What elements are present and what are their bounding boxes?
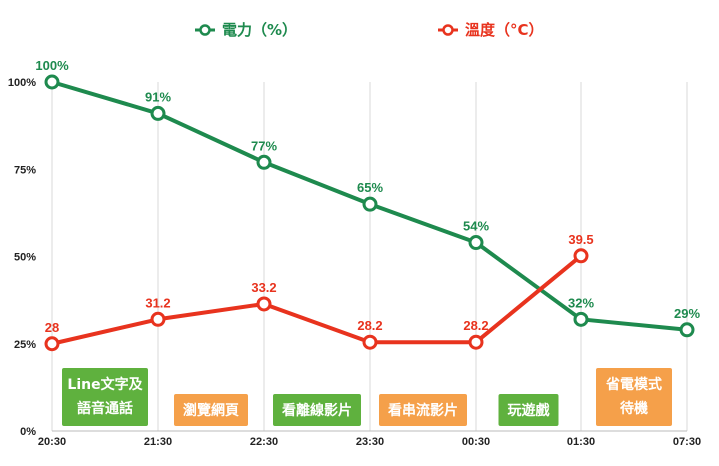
activity-label: Line文字及 [67,376,143,393]
data-point [256,154,272,170]
activity-label: 看離線影片 [281,402,352,419]
data-label: 54% [463,219,489,234]
legend-swatch-marker [442,24,454,36]
data-label: 91% [145,89,171,104]
x-tick-label: 20:30 [38,436,66,448]
y-tick-label: 75% [14,164,36,176]
x-tick-label: 22:30 [250,436,278,448]
legend-label: 溫度（°C） [465,21,544,39]
activity-label: 省電模式 [605,376,662,393]
data-point [44,74,60,90]
data-label: 32% [568,295,594,310]
data-point [468,334,484,350]
data-point [679,322,695,338]
y-tick-label: 0% [20,426,36,438]
activity-box-bg [273,394,361,426]
data-label: 39.5 [568,232,593,247]
data-label: 28 [45,320,59,335]
data-point [573,248,589,264]
activity-label: 玩遊戲 [508,402,551,419]
activity-label: 看串流影片 [387,402,458,419]
data-label: 28.2 [357,318,382,333]
data-labels: 100% 91% 77% 65% 54% 32% 29% 28 31.2 33.2 28.2 28.2… [35,58,700,335]
legend-swatch-marker [199,24,211,36]
data-point [362,334,378,350]
activity-box-bg [596,368,672,426]
data-label: 28.2 [463,318,488,333]
y-tick-label: 100% [8,77,36,89]
activity-box: 玩遊戲 [498,394,559,426]
data-label: 33.2 [251,280,276,295]
legend: 電力（%） 溫度（°C） [195,21,544,39]
activity-box: 看離線影片 [273,394,361,426]
activity-box-bg [498,394,559,426]
series-line-1 [51,254,583,346]
x-tick-label: 00:30 [462,436,490,448]
y-axis-ticks: 0% 25% 50% 75% 100% [8,77,36,438]
x-tick-label: 21:30 [144,436,172,448]
data-point [362,196,378,212]
x-tick-label: 23:30 [356,436,384,448]
x-axis-ticks: 20:30 21:30 22:30 23:30 00:30 01:30 07:30 [38,436,701,448]
data-label: 100% [35,58,69,73]
series-points [44,74,695,352]
data-label: 65% [357,180,383,195]
activity-box-bg [62,368,148,426]
y-tick-label: 25% [14,339,36,351]
data-label: 77% [251,138,277,153]
activity-label: 待機 [620,400,648,417]
data-label: 29% [674,306,700,321]
data-point [44,336,60,352]
data-point [256,296,272,312]
activity-box: 看串流影片 [379,394,467,426]
activity-box: 瀏覽網頁 [174,394,248,426]
activity-label: 語音通話 [77,400,133,417]
x-tick-label: 01:30 [567,436,595,448]
legend-label: 電力（%） [222,21,297,39]
activity-box-bg [379,394,467,426]
data-point [150,311,166,327]
x-tick-label: 07:30 [673,436,701,448]
activity-label: 瀏覽網頁 [183,402,239,419]
activity-box-bg [174,394,248,426]
data-label: 31.2 [145,295,170,310]
data-point [573,311,589,327]
data-point [468,235,484,251]
data-point [150,105,166,121]
y-tick-label: 50% [14,252,36,264]
